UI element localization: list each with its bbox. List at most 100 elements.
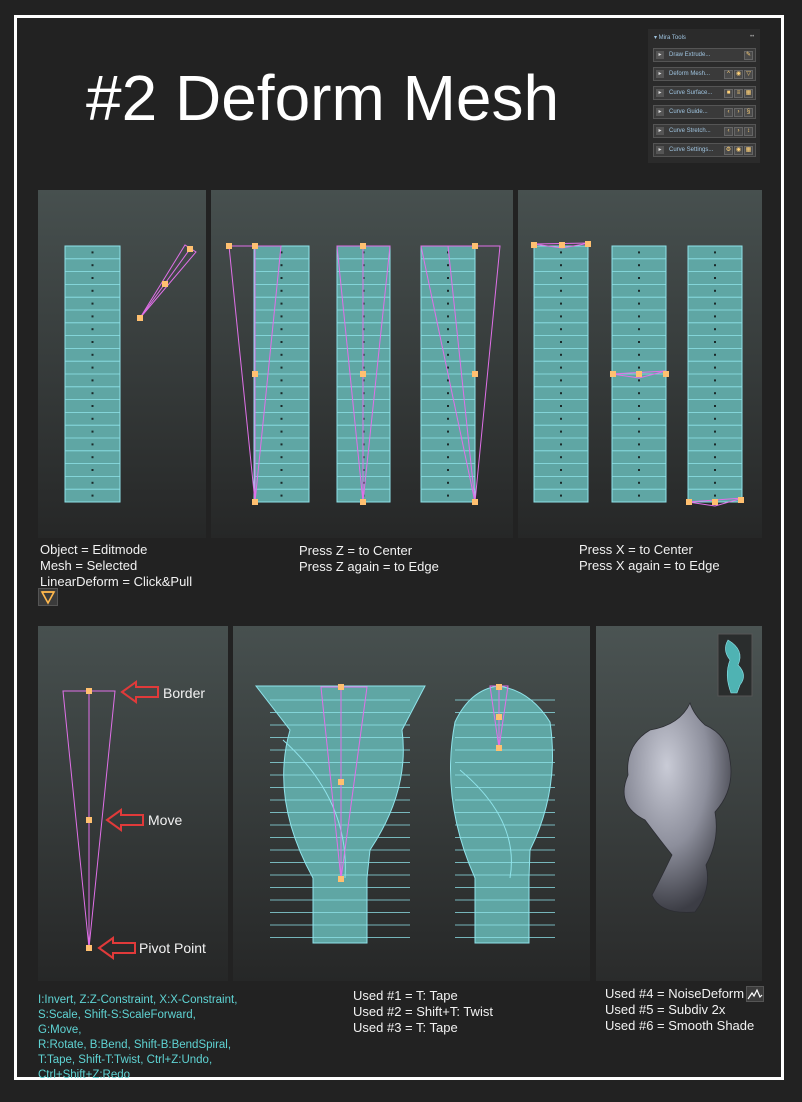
page-title: #2 Deform Mesh xyxy=(86,62,560,134)
caption-line: Object = Editmode xyxy=(40,542,148,557)
mesh-edge xyxy=(459,769,512,879)
mesh-vertex-dot xyxy=(560,353,562,356)
mesh-vertex-dot xyxy=(714,277,716,279)
eye-icon[interactable]: ◉ xyxy=(734,146,743,155)
mesh-vertex-dot xyxy=(638,277,640,279)
mesh-vertex-dot xyxy=(714,341,716,343)
deformer-handle xyxy=(712,499,718,505)
expand-icon[interactable]: ▸ xyxy=(656,146,664,154)
mesh-vertex-dot xyxy=(280,417,283,420)
mesh-vertex-dot xyxy=(560,430,562,433)
mira-tools-panel: ▾ Mira Tools •• ▸ Draw Extrude... ✎ ▸ Defor… xyxy=(648,29,760,163)
caption-line: LinearDeform = Click&Pull xyxy=(40,574,193,589)
mesh-vertex-dot xyxy=(714,494,716,497)
mesh-vertex-dot xyxy=(447,494,449,497)
mesh-vertex-dot xyxy=(447,289,449,292)
mesh-vertex-dot xyxy=(91,417,94,420)
mesh-vertex-dot xyxy=(91,353,94,356)
mesh-vertex-dot xyxy=(280,366,283,369)
stepper-icon[interactable]: ‹ xyxy=(724,108,733,117)
deformer-handle xyxy=(496,714,502,720)
mesh-vertex-dot xyxy=(280,302,283,305)
mesh-vertex-dot xyxy=(638,417,640,420)
deformer-handle xyxy=(86,688,92,694)
expand-icon[interactable]: ▸ xyxy=(656,51,664,59)
deformer-handle xyxy=(663,371,669,377)
expand-icon[interactable]: ▸ xyxy=(656,108,664,116)
eye-icon[interactable]: ◉ xyxy=(734,70,743,79)
deform-mesh-row[interactable]: ▸ Deform Mesh... ^ ◉ ▽ xyxy=(653,67,756,81)
settings-icon[interactable]: ⚙ xyxy=(724,146,733,155)
mesh-vertex-dot xyxy=(280,277,283,279)
mesh-vertex-dot xyxy=(714,289,716,292)
deformer-handle xyxy=(252,499,258,505)
deformer-handle xyxy=(472,371,478,377)
deformer-handle xyxy=(472,243,478,249)
mesh-vertex-dot xyxy=(638,341,640,343)
caption-line: Used #1 = T: Tape xyxy=(353,988,458,1003)
page-frame xyxy=(14,15,784,1080)
mesh-vertex-dot xyxy=(638,469,640,471)
mesh-vertex-dot xyxy=(447,469,449,471)
mesh-vertex-dot xyxy=(91,366,94,369)
mesh-vertex-dot xyxy=(638,289,640,292)
smooth-shaded-mesh xyxy=(623,701,732,913)
mesh-vertex-dot xyxy=(91,341,94,343)
expand-icon[interactable]: ▸ xyxy=(656,89,664,97)
mesh-vertex-dot xyxy=(91,264,94,267)
red-arrow-icon xyxy=(120,680,159,704)
list-icon[interactable]: ≡ xyxy=(734,89,743,98)
mesh-vertex-dot xyxy=(638,456,640,459)
deformer-handle xyxy=(360,499,366,505)
mesh-vertex-dot xyxy=(560,443,562,446)
curve-stretch-row[interactable]: ▸ Curve Stretch... ‹ › ↕ xyxy=(653,124,756,138)
mesh-vertex-dot xyxy=(280,341,283,343)
mesh-vertex-dot xyxy=(638,443,640,446)
stepper-icon[interactable]: › xyxy=(734,108,743,117)
mesh-vertex-dot xyxy=(280,264,283,267)
caption-line: Press Z = to Center xyxy=(299,543,413,558)
mesh-vertex-dot xyxy=(638,328,640,331)
mesh-edge xyxy=(282,739,346,879)
mesh-vertex-dot xyxy=(560,392,562,395)
deformer-handle xyxy=(226,243,232,249)
mesh-vertex-dot xyxy=(560,264,562,267)
curve-icon[interactable]: § xyxy=(744,108,753,117)
deformer-handle xyxy=(338,876,344,882)
linear-deform-icon[interactable]: ▽ xyxy=(744,70,753,79)
grid-icon[interactable]: ▦ xyxy=(744,89,753,98)
deformer-handle xyxy=(86,945,92,951)
mesh-vertex-dot xyxy=(560,341,562,343)
mesh-vertex-dot xyxy=(714,456,716,459)
curve-guide-row[interactable]: ▸ Curve Guide... ‹ › § xyxy=(653,105,756,119)
mira-tools-header[interactable]: ▾ Mira Tools xyxy=(654,35,686,41)
expand-icon[interactable]: ▸ xyxy=(656,70,664,78)
mesh-vertex-dot xyxy=(280,328,283,331)
panel-options-icon[interactable]: •• xyxy=(750,34,755,40)
square-icon[interactable]: ■ xyxy=(724,89,733,98)
mesh-vertex-dot xyxy=(280,353,283,356)
mesh-vertex-dot xyxy=(714,264,716,267)
mesh-vertex-dot xyxy=(91,379,94,382)
noise-deform-icon xyxy=(746,986,764,1002)
mesh-vertex-dot xyxy=(447,417,449,420)
hotkey-line: I:Invert, Z:Z-Constraint, X:X-Constraint… xyxy=(38,994,238,1006)
stretch-icon[interactable]: ↕ xyxy=(744,127,753,136)
mesh-vertex-dot xyxy=(638,302,640,305)
expand-icon[interactable]: ▸ xyxy=(656,127,664,135)
curve-settings-row[interactable]: ▸ Curve Settings... ⚙ ◉ ▦ xyxy=(653,143,756,157)
mesh-vertex-dot xyxy=(714,430,716,433)
pen-icon[interactable]: ✎ xyxy=(744,51,753,60)
hotkey-line: S:Scale, Shift-S:ScaleForward, G:Move, xyxy=(38,1009,196,1036)
noise-icon[interactable]: ^ xyxy=(724,70,733,79)
linear-deform-icon xyxy=(38,588,58,606)
deformer-handle xyxy=(86,817,92,823)
stepper-icon[interactable]: › xyxy=(734,127,743,136)
stepper-icon[interactable]: ‹ xyxy=(724,127,733,136)
draw-extrude-row[interactable]: ▸ Draw Extrude... ✎ xyxy=(653,48,756,62)
grid-icon[interactable]: ▦ xyxy=(744,146,753,155)
hotkey-line: T:Tape, Shift-T:Twist, Ctrl+Z:Undo, xyxy=(38,1054,213,1066)
mesh-vertex-dot xyxy=(91,302,94,305)
caption-press-x: Press X = to Center Press X again = to E… xyxy=(579,542,720,574)
curve-surface-row[interactable]: ▸ Curve Surface... ■ ≡ ▦ xyxy=(653,86,756,100)
